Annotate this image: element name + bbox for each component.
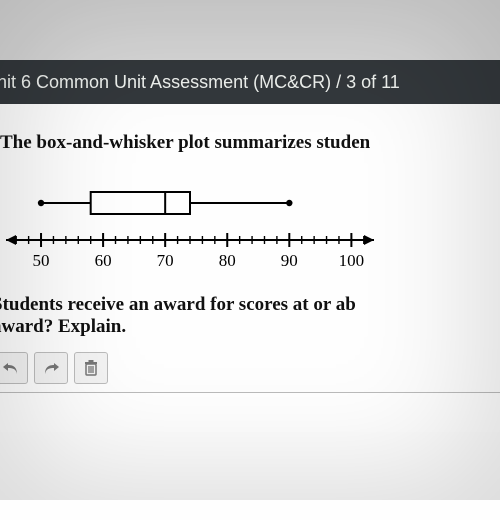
question-content: The box-and-whisker plot summarizes stud…: [0, 104, 500, 520]
svg-text:80: 80: [219, 251, 236, 270]
svg-text:90: 90: [281, 251, 298, 270]
prompt-text: The box-and-whisker plot summarizes stud…: [0, 132, 500, 154]
svg-text:50: 50: [33, 251, 50, 270]
boxplot-chart: 50 60 70 80 90 100: [0, 172, 380, 282]
undo-icon: [2, 360, 20, 376]
titlebar-text: Unit 6 Common Unit Assessment (MC&CR) / …: [0, 72, 400, 92]
redo-button[interactable]: [34, 352, 68, 384]
editor-toolbar: [0, 352, 500, 384]
svg-text:70: 70: [157, 251, 174, 270]
redo-icon: [42, 360, 60, 376]
delete-button[interactable]: [74, 352, 108, 384]
assessment-titlebar: Unit 6 Common Unit Assessment (MC&CR) / …: [0, 60, 500, 104]
trash-icon: [83, 359, 99, 377]
svg-text:60: 60: [95, 251, 112, 270]
undo-button[interactable]: [0, 352, 28, 384]
question-text-line2: award? Explain.: [0, 316, 500, 338]
answer-input-area[interactable]: [0, 392, 500, 432]
svg-text:100: 100: [339, 251, 365, 270]
question-text-line1: Students receive an award for scores at …: [0, 294, 500, 316]
